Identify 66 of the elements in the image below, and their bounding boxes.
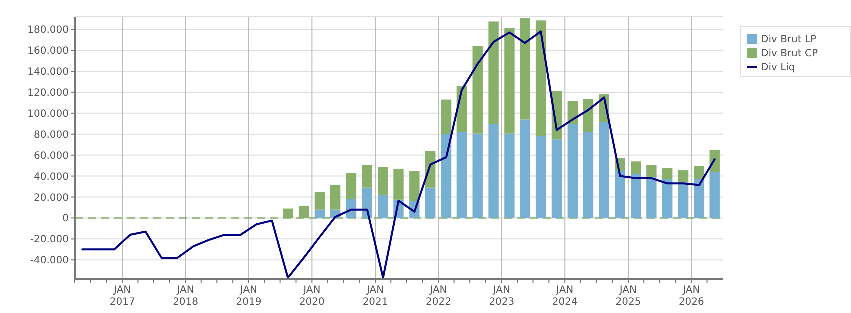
- bar: [520, 18, 530, 120]
- x-tick-label: JAN 2026: [678, 285, 704, 308]
- bar: [646, 165, 657, 178]
- y-tick-label: -20.000: [30, 234, 69, 246]
- bar: [694, 166, 705, 180]
- bar: [678, 170, 689, 183]
- x-tick-label: JAN 2020: [299, 285, 325, 308]
- bar: [615, 171, 626, 218]
- bar: [441, 134, 452, 218]
- bar: [378, 167, 388, 196]
- y-tick-label: 160.000: [28, 46, 69, 58]
- bar: [378, 195, 388, 218]
- bar: [504, 28, 515, 134]
- bar: [346, 173, 357, 200]
- bar: [568, 124, 578, 218]
- bar: [536, 20, 546, 136]
- bar: [472, 46, 483, 134]
- y-tick-label: 60.000: [34, 150, 69, 162]
- bar: [314, 192, 326, 210]
- line-series: [82, 30, 716, 279]
- bar: [646, 177, 657, 218]
- bar: [314, 210, 326, 218]
- bar: [583, 99, 594, 132]
- bar: [536, 136, 546, 218]
- bar: [520, 120, 530, 218]
- y-tick-label: 40.000: [34, 172, 69, 183]
- x-tick-label: JAN 2021: [362, 285, 388, 308]
- legend-label: Div Brut CP: [761, 48, 818, 60]
- bar: [441, 100, 452, 134]
- bar: [426, 188, 436, 218]
- x-tick-label: JAN 2019: [236, 285, 262, 308]
- bar: [552, 140, 562, 218]
- bar: [362, 165, 372, 188]
- bar: [330, 185, 341, 210]
- bar: [662, 168, 673, 180]
- bar: [662, 179, 673, 218]
- bar: [410, 171, 420, 202]
- legend-label: Div Brut LP: [761, 34, 817, 46]
- bar: [694, 179, 705, 218]
- bar: [678, 182, 689, 218]
- y-tick-label: 20.000: [34, 192, 69, 204]
- x-tick-label: JAN 2022: [426, 285, 452, 308]
- bar: [710, 172, 720, 218]
- x-tick-label: JAN 2017: [110, 285, 136, 308]
- bar: [504, 134, 515, 218]
- legend-label: Div Liq: [761, 62, 796, 74]
- y-tick-label: 180.000: [28, 25, 69, 36]
- bar: [631, 174, 642, 218]
- bar: [488, 22, 499, 124]
- bar: [599, 122, 610, 218]
- bar: [394, 168, 404, 200]
- x-tick-label: JAN 2024: [552, 285, 578, 308]
- bar: [488, 124, 499, 218]
- y-tick-label: 120.000: [28, 88, 69, 99]
- x-tick-label: JAN 2023: [489, 285, 515, 308]
- bar: [631, 162, 642, 174]
- y-tick-label: 140.000: [28, 66, 69, 78]
- bar: [456, 132, 468, 218]
- bar: [583, 132, 594, 218]
- bar: [472, 134, 483, 218]
- y-tick-label: 100.000: [28, 108, 69, 120]
- x-tick-label: JAN 2025: [616, 285, 642, 308]
- y-tick-label: -40.000: [30, 256, 69, 267]
- y-tick-label: 80.000: [34, 130, 69, 141]
- x-tick-label: JAN 2018: [173, 285, 199, 308]
- y-tick-label: 0: [62, 214, 69, 225]
